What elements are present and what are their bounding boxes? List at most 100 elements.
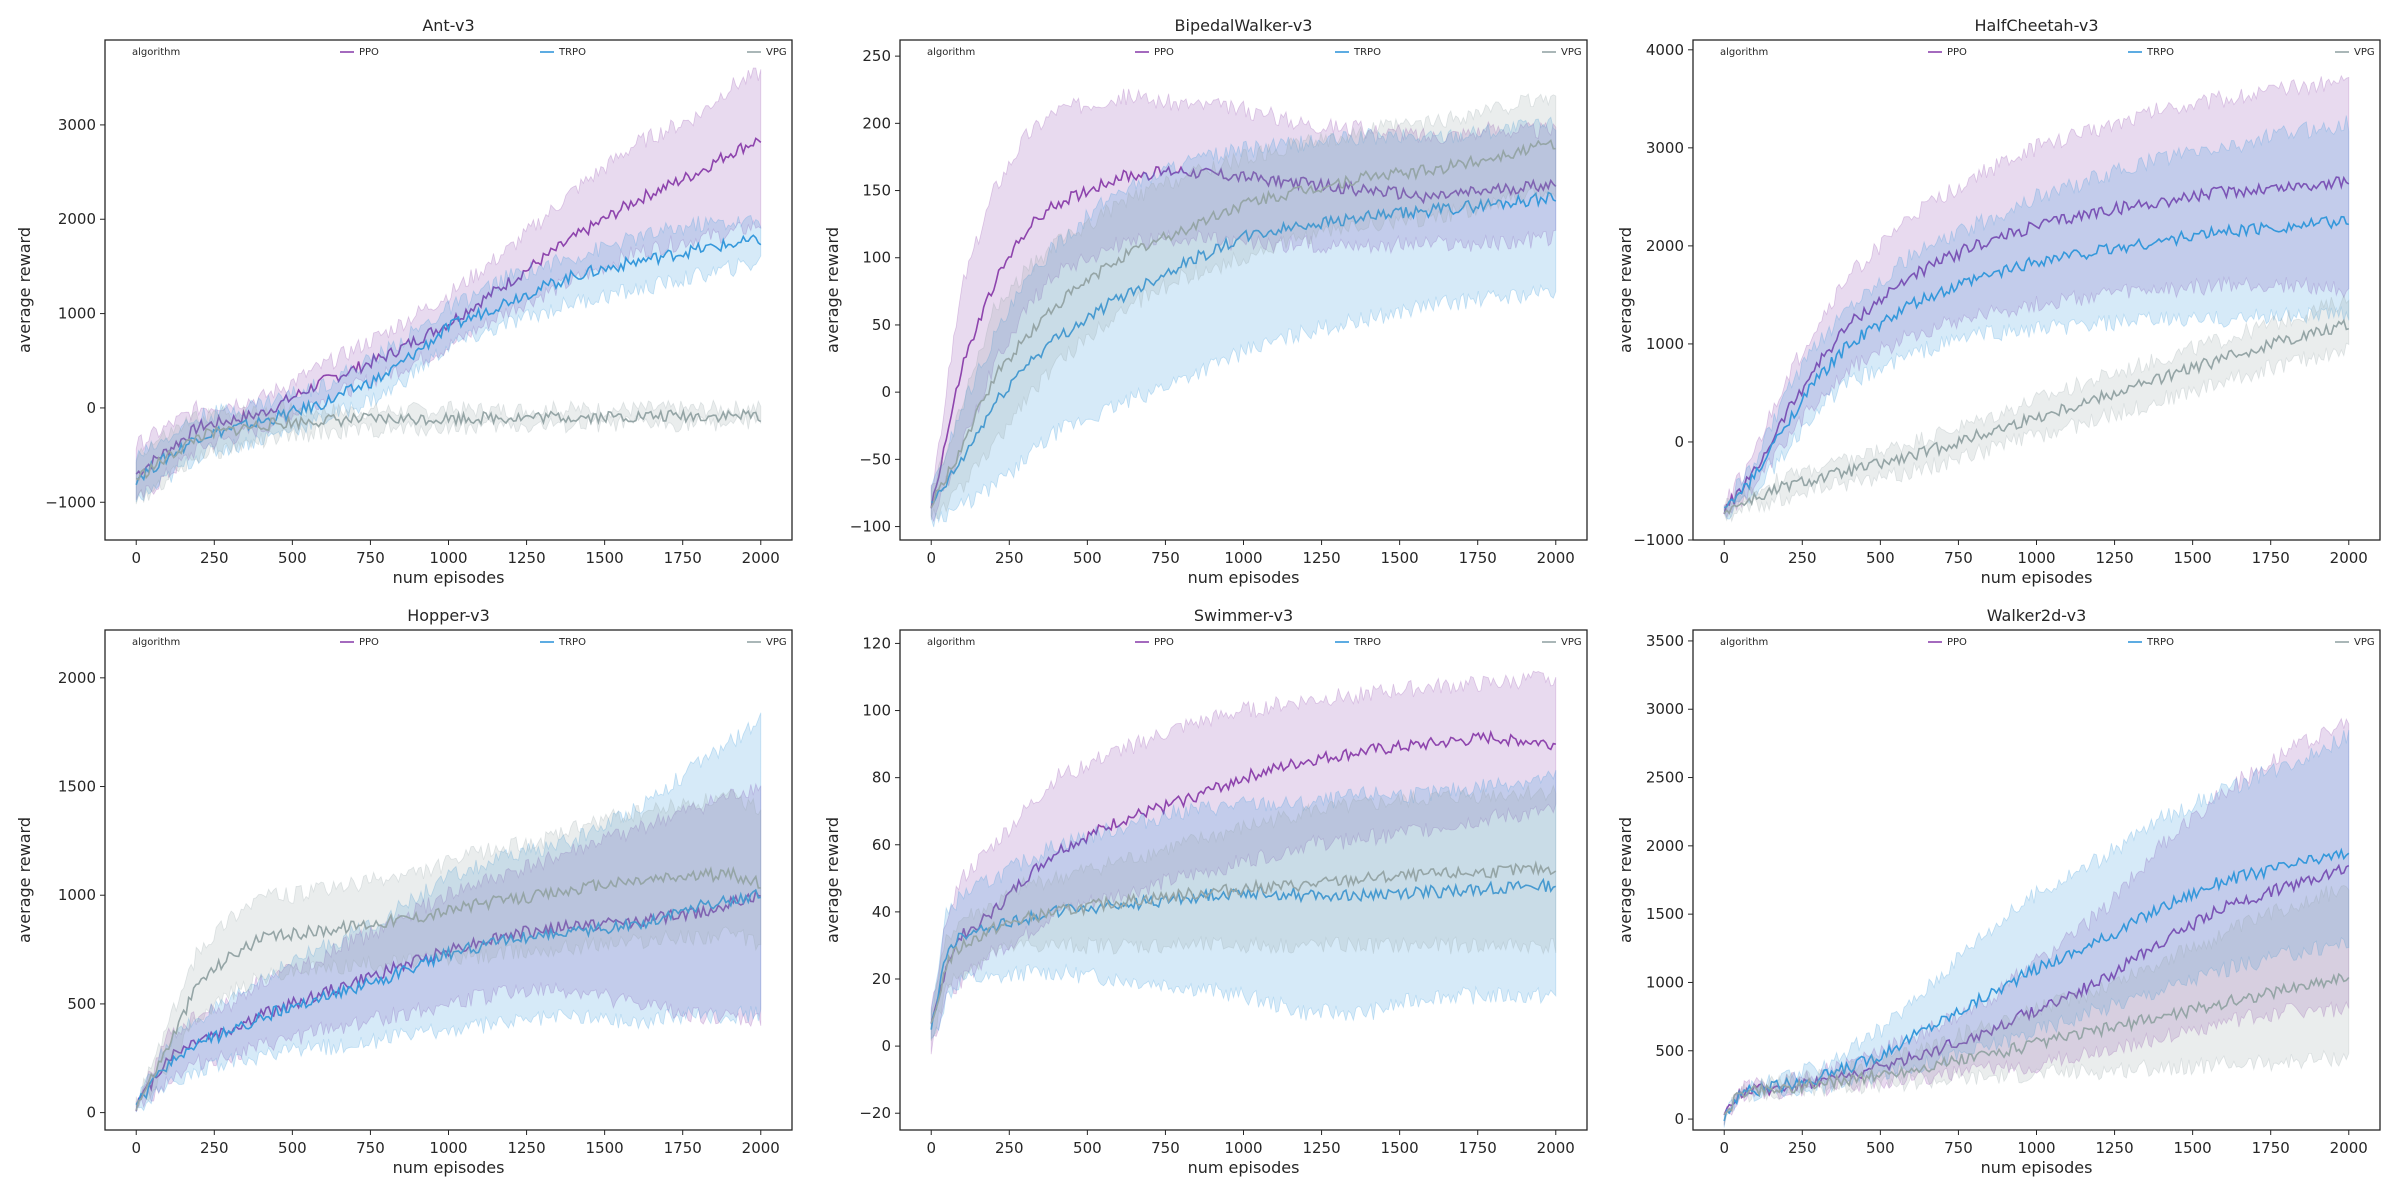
x-tick-label: 750 bbox=[356, 549, 385, 567]
x-tick-label: 0 bbox=[131, 549, 141, 567]
legend-title: algorithm bbox=[1720, 637, 1768, 648]
x-tick-label: 1000 bbox=[2017, 549, 2055, 567]
x-tick-label: 2000 bbox=[742, 549, 780, 567]
x-tick-label: 2000 bbox=[2330, 1139, 2368, 1157]
x-tick-label: 250 bbox=[995, 549, 1024, 567]
y-tick-label: 2500 bbox=[1646, 769, 1684, 787]
legend-label-ppo: PPO bbox=[1947, 47, 1967, 58]
axes-frame bbox=[104, 39, 793, 541]
x-tick-label: 1500 bbox=[586, 549, 624, 567]
y-tick-label: 100 bbox=[862, 702, 891, 720]
legend-label-ppo: PPO bbox=[1154, 47, 1174, 58]
x-tick-label: 1000 bbox=[1224, 549, 1262, 567]
band-trpo bbox=[1723, 729, 2350, 1128]
y-tick-label: 3000 bbox=[58, 116, 96, 134]
x-tick-label: 1500 bbox=[2174, 549, 2212, 567]
x-tick-label: 250 bbox=[1788, 549, 1817, 567]
band-ppo bbox=[930, 88, 1557, 523]
x-tick-label: 500 bbox=[278, 1139, 307, 1157]
subplot-bipedalwalker-v3: 0 250 500 750 1000 1250 1500 1750 2000 −100 −50 0 50… bbox=[823, 16, 1588, 587]
band-vpg bbox=[930, 784, 1557, 1042]
y-tick-label: 3000 bbox=[1646, 700, 1684, 718]
band-ppo bbox=[1723, 74, 2350, 519]
legend-label-ppo: PPO bbox=[359, 637, 379, 648]
y-tick-label: 0 bbox=[1674, 433, 1684, 451]
y-tick-label: 2000 bbox=[58, 669, 96, 687]
y-tick-label: −100 bbox=[850, 518, 891, 536]
series-line-ppo bbox=[1723, 175, 2350, 515]
x-tick-label: 2000 bbox=[1537, 1139, 1575, 1157]
subplot-hopper-v3: 0 250 500 750 1000 1250 1500 1750 2000 0 500 1000 15… bbox=[15, 606, 793, 1177]
subplot-ant-v3: 0 250 500 750 1000 1250 1500 1750 2000 −1000 0 1000… bbox=[15, 16, 793, 587]
legend-title: algorithm bbox=[132, 637, 180, 648]
subplot-title: Walker2d-v3 bbox=[1987, 606, 2087, 625]
x-tick-label: 500 bbox=[1073, 549, 1102, 567]
y-tick-label: 20 bbox=[872, 970, 891, 988]
subplot-title: Ant-v3 bbox=[422, 16, 474, 35]
band-trpo bbox=[1723, 115, 2350, 520]
series-line-ppo bbox=[135, 137, 762, 477]
legend-title: algorithm bbox=[927, 637, 975, 648]
y-tick-label: −1000 bbox=[1633, 531, 1684, 549]
x-axis-label: num episodes bbox=[393, 568, 505, 587]
series-line-ppo bbox=[930, 165, 1557, 509]
band-trpo bbox=[135, 712, 762, 1113]
x-tick-label: 250 bbox=[995, 1139, 1024, 1157]
y-axis-label: average reward bbox=[15, 227, 34, 353]
x-tick-label: 0 bbox=[1719, 549, 1729, 567]
y-tick-label: 2000 bbox=[1646, 237, 1684, 255]
y-tick-label: 500 bbox=[1655, 1042, 1684, 1060]
series-line-vpg bbox=[1723, 972, 2350, 1116]
y-tick-label: −20 bbox=[859, 1104, 891, 1122]
legend-label-vpg: VPG bbox=[2354, 637, 2375, 648]
y-tick-label: 100 bbox=[862, 249, 891, 267]
y-tick-label: 500 bbox=[67, 995, 96, 1013]
y-tick-label: 0 bbox=[1674, 1110, 1684, 1128]
y-tick-label: 3000 bbox=[1646, 139, 1684, 157]
band-ppo bbox=[930, 670, 1557, 1055]
series-line-trpo bbox=[930, 191, 1557, 504]
x-tick-label: 1250 bbox=[507, 1139, 545, 1157]
series-line-vpg bbox=[930, 139, 1556, 509]
x-tick-label: 1250 bbox=[1302, 549, 1340, 567]
x-tick-label: 0 bbox=[926, 549, 936, 567]
x-tick-label: 1250 bbox=[2095, 1139, 2133, 1157]
subplot-title: Hopper-v3 bbox=[407, 606, 490, 625]
legend-label-vpg: VPG bbox=[1561, 637, 1582, 648]
y-tick-label: 3500 bbox=[1646, 632, 1684, 650]
band-trpo bbox=[930, 769, 1557, 1040]
y-tick-label: 150 bbox=[862, 182, 891, 200]
series-line-trpo bbox=[135, 889, 761, 1106]
band-ppo bbox=[135, 67, 762, 501]
y-axis-label: average reward bbox=[823, 227, 842, 353]
x-tick-label: 1500 bbox=[1381, 549, 1419, 567]
y-tick-label: 2000 bbox=[58, 210, 96, 228]
legend-label-trpo: TRPO bbox=[2146, 47, 2174, 58]
x-axis-label: num episodes bbox=[1188, 568, 1300, 587]
y-axis-label: average reward bbox=[1616, 227, 1635, 353]
subplot-walker2d-v3: 0 250 500 750 1000 1250 1500 1750 2000 0 500 1000 15… bbox=[1616, 606, 2381, 1177]
series-line-trpo bbox=[1723, 215, 2349, 509]
x-tick-label: 1750 bbox=[1459, 549, 1497, 567]
x-tick-label: 250 bbox=[1788, 1139, 1817, 1157]
legend-title: algorithm bbox=[1720, 47, 1768, 58]
x-axis-label: num episodes bbox=[393, 1158, 505, 1177]
legend-label-vpg: VPG bbox=[2354, 47, 2375, 58]
y-tick-label: 1000 bbox=[1646, 973, 1684, 991]
x-tick-label: 0 bbox=[131, 1139, 141, 1157]
legend-label-ppo: PPO bbox=[1154, 637, 1174, 648]
y-tick-label: −1000 bbox=[45, 493, 96, 511]
series-line-vpg bbox=[930, 860, 1557, 1024]
x-tick-label: 500 bbox=[1866, 549, 1895, 567]
y-tick-label: 1000 bbox=[58, 886, 96, 904]
series-line-trpo bbox=[135, 234, 762, 486]
legend-label-trpo: TRPO bbox=[1353, 47, 1381, 58]
y-tick-label: 2000 bbox=[1646, 837, 1684, 855]
y-tick-label: 4000 bbox=[1646, 41, 1684, 59]
y-tick-label: 80 bbox=[872, 769, 891, 787]
x-tick-label: 1750 bbox=[1459, 1139, 1497, 1157]
band-ppo bbox=[1723, 717, 2350, 1126]
legend-label-trpo: TRPO bbox=[558, 637, 586, 648]
x-tick-label: 1750 bbox=[664, 1139, 702, 1157]
